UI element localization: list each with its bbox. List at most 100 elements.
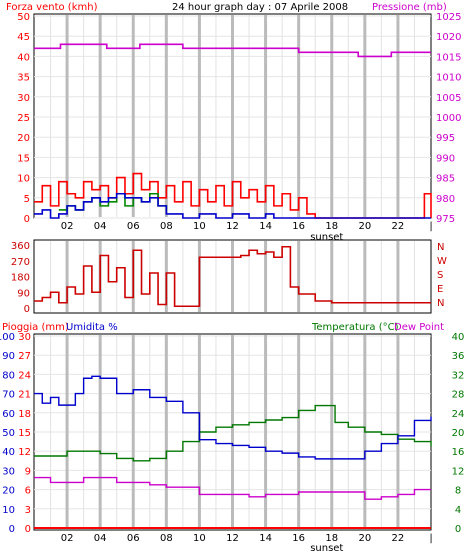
direction-y-tick: 90 [17,288,30,299]
rain-ylabel: Pioggia (mm) [2,322,69,333]
wind-y-tick: 20 [17,133,30,144]
direction-compass-label: E [437,284,443,295]
pressure-y-tick: 1025 [436,12,461,23]
direction-compass-label: S [437,270,443,281]
direction-y-tick: 0 [24,304,30,315]
humidity-y-tick: 0 [9,524,15,535]
wind-y-tick: 35 [17,73,30,84]
pressure-y-tick: 1015 [436,52,461,63]
pressure-y-tick: 995 [436,133,455,144]
humidity-y-tick: 50 [2,428,15,439]
pressure-line [34,43,431,58]
wind-y-tick: 30 [17,93,30,104]
pressure-y-tick: 1000 [436,113,461,124]
wind-y-tick: 5 [24,194,30,205]
wind-x-tick: 10 [193,221,206,232]
wind-sunset-label: sunset [310,232,343,243]
climate-x-tick: 14 [259,533,272,544]
temperature-y-tick: 32 [452,370,465,381]
direction-y-tick: 180 [11,273,30,284]
direction-compass-label: N [437,298,444,309]
wind-avg-line [34,192,431,219]
rain-y-tick: 24 [18,370,31,381]
pressure-y-tick: 1020 [436,32,461,43]
temperature-y-tick: 36 [452,351,465,362]
humidity-y-tick: 80 [2,370,15,381]
humidity-ylabel: Umidita % [66,322,118,333]
dewpoint-ylabel: Dew Point [394,322,444,333]
pressure-y-tick: 1010 [436,73,461,84]
temperature-y-tick: 16 [452,447,465,458]
climate-x-tick: 18 [325,533,338,544]
humidity-y-tick: 40 [2,447,15,458]
pressure-y-tick: 985 [436,174,455,185]
wind-y-tick: 0 [24,214,30,225]
rain-y-tick: 9 [25,466,31,477]
rain-y-tick: 30 [18,332,31,343]
rain-y-tick: 6 [25,486,31,497]
temperature-y-tick: 40 [452,332,465,343]
rain-y-tick: 21 [18,390,31,401]
direction-y-tick: 270 [11,257,30,268]
temperature-y-tick: 4 [455,505,461,516]
wind-y-tick: 45 [17,32,30,43]
humidity-y-tick: 60 [2,409,15,420]
climate-sunset-label: sunset [310,543,343,554]
climate-x-tick: 08 [160,533,173,544]
climate-x-tick: 12 [226,533,239,544]
climate-x-tick: 06 [127,533,140,544]
climate-x-tick: | [429,533,432,544]
climate-x-tick: 04 [94,533,107,544]
rain-y-tick: 18 [18,409,31,420]
wind-x-tick: 16 [292,221,305,232]
wind-x-tick: 08 [160,221,173,232]
temperature-y-tick: 0 [455,524,461,535]
wind-y-tick: 10 [17,174,30,185]
wind-direction-line [34,245,431,308]
humidity-line [34,375,432,460]
rain-y-tick: 3 [25,505,31,516]
humidity-y-tick: 90 [2,351,15,362]
temperature-y-tick: 8 [455,486,461,497]
wind-x-tick: | [429,221,432,232]
wind-y-tick: 40 [17,52,30,63]
temperature-y-tick: 24 [452,409,465,420]
temperature-y-tick: 28 [452,390,465,401]
climate-x-tick: 02 [61,533,74,544]
humidity-y-tick: 10 [2,505,15,516]
wind-y-tick: 50 [17,12,30,23]
pressure-y-tick: 980 [436,194,455,205]
climate-x-tick: 16 [292,533,305,544]
wind-x-tick: 02 [61,221,74,232]
pressure-ylabel: Pressione (mb) [372,2,447,13]
chart-title: 24 hour graph day : 07 Aprile 2008 [172,2,348,13]
pressure-y-tick: 975 [436,214,455,225]
direction-y-tick: 360 [11,241,30,252]
wind-x-tick: 14 [259,221,272,232]
direction-compass-label: N [437,242,444,253]
rain-y-tick: 27 [18,351,31,362]
climate-x-tick: 20 [358,533,371,544]
temperature-y-tick: 20 [452,428,465,439]
temperature-ylabel: Temperatura (°C) [311,322,399,333]
climate-x-tick: 22 [392,533,405,544]
wind-y-tick: 15 [17,153,30,164]
wind-max-line [34,172,432,219]
rain-y-tick: 12 [18,447,31,458]
temperature-line [34,404,432,462]
wind-x-tick: 04 [94,221,107,232]
pressure-y-tick: 990 [436,153,455,164]
wind-x-tick: 20 [358,221,371,232]
pressure-y-tick: 1005 [436,93,461,104]
humidity-y-tick: 70 [2,390,15,401]
rain-y-tick: 15 [18,428,31,439]
rain-y-tick: 0 [25,524,31,535]
wind-x-tick: 22 [392,221,405,232]
wind-ylabel: Forza vento (kmh) [6,2,98,13]
humidity-y-tick: 30 [2,466,15,477]
humidity-y-tick: 20 [2,486,15,497]
dewpoint-line [34,476,431,500]
temperature-y-tick: 12 [452,466,465,477]
